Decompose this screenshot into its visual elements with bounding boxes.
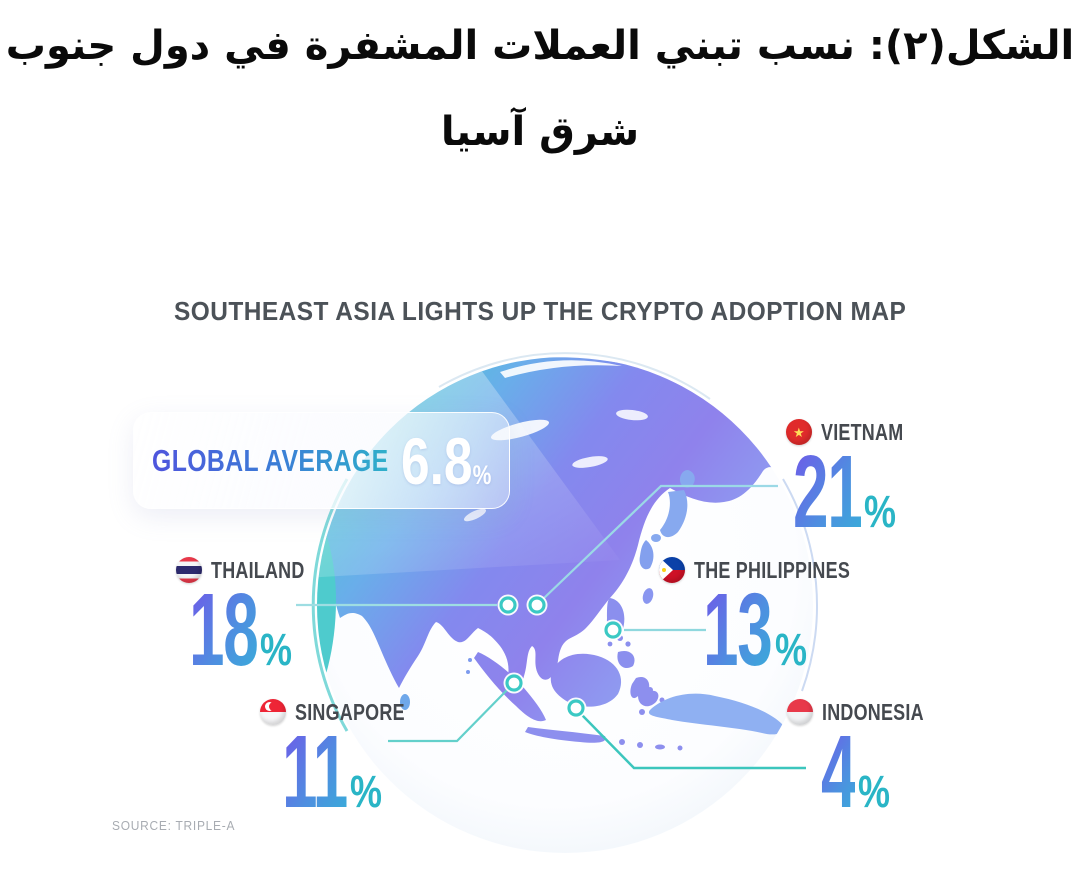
infographic-title-text: SOUTHEAST ASIA LIGHTS UP THE CRYPTO ADOP… <box>173 296 907 326</box>
country-value: 4 % <box>820 714 891 829</box>
connector-singapore <box>388 689 508 743</box>
country-name: THE PHILIPPINES <box>694 556 851 583</box>
vietnam-flag-icon: ★ <box>785 419 812 445</box>
marker-singapore <box>503 672 525 694</box>
country-value-number: 13 <box>703 572 773 687</box>
source-text: SOURCE: TRIPLE-A <box>112 818 236 833</box>
country-name: INDONESIA <box>822 698 924 725</box>
taiwan-island <box>642 588 654 604</box>
marker-thailand <box>497 594 519 616</box>
borneo-island <box>550 653 622 707</box>
country-value-percent: % <box>864 486 897 537</box>
indonesia-flag-icon <box>787 699 814 725</box>
country-value-percent: % <box>350 766 383 817</box>
marker-indonesia <box>565 697 587 719</box>
caption-line-2: شرق آسيا <box>440 109 640 155</box>
country-value-number: 11 <box>282 714 348 829</box>
connector-lines <box>296 484 806 770</box>
country-name: THAILAND <box>211 556 305 583</box>
country-header: INDONESIA <box>787 699 924 725</box>
infographic-title: SOUTHEAST ASIA LIGHTS UP THE CRYPTO ADOP… <box>0 296 1080 327</box>
andaman-islands <box>466 658 472 674</box>
country-value: 18 % <box>188 572 293 687</box>
marker-vietnam <box>526 594 548 616</box>
country-block-philippines: THE PHILIPPINES 13 % <box>640 557 870 686</box>
country-block-singapore: SINGAPORE 11 % <box>240 699 425 828</box>
country-block-thailand: THAILAND 18 % <box>148 557 333 686</box>
country-value-number: 21 <box>792 434 863 549</box>
thailand-flag-icon <box>176 557 203 583</box>
global-average-unit: % <box>472 459 491 490</box>
global-average-value: 6.8% <box>401 428 491 494</box>
country-value: 21 % <box>792 434 897 549</box>
country-value-number: 18 <box>188 572 259 687</box>
country-name: VIETNAM <box>820 418 904 445</box>
country-header: THAILAND <box>176 557 305 583</box>
map-markers <box>497 594 624 719</box>
country-value-percent: % <box>774 624 807 675</box>
caption-line-1: الشكل(٢): نسب تبني العملات المشفرة في دو… <box>5 23 1075 69</box>
country-header: SINGAPORE <box>260 699 405 725</box>
source-credit: SOURCE: TRIPLE-A <box>112 818 235 833</box>
global-average-card: GLOBAL AVERAGE 6.8% <box>133 412 510 509</box>
country-value: 11 % <box>282 714 383 829</box>
global-average-label: GLOBAL AVERAGE <box>152 442 389 478</box>
global-average-number: 6.8 <box>400 423 473 498</box>
country-value-percent: % <box>260 624 293 675</box>
java-island <box>525 727 683 751</box>
philippines-flag-icon <box>659 557 686 583</box>
country-value: 13 % <box>703 572 807 687</box>
connector-indonesia <box>581 714 806 770</box>
country-block-vietnam: ★ VIETNAM 21 % <box>752 419 937 548</box>
sri-lanka-island <box>400 694 410 710</box>
marker-philippines <box>602 619 624 641</box>
figure-caption: الشكل(٢): نسب تبني العملات المشفرة في دو… <box>0 0 1080 156</box>
new-guinea-island <box>648 693 784 735</box>
singapore-flag-icon <box>260 699 287 725</box>
country-header: ★ VIETNAM <box>785 418 904 445</box>
country-value-number: 4 <box>820 714 857 829</box>
country-value-percent: % <box>858 766 891 817</box>
japan-islands <box>651 470 695 542</box>
korea-peninsula <box>639 540 654 570</box>
country-block-indonesia: INDONESIA 4 % <box>763 699 948 828</box>
star-icon: ★ <box>793 424 805 440</box>
country-name: SINGAPORE <box>295 698 405 725</box>
country-header: THE PHILIPPINES <box>659 557 850 583</box>
connector-vietnam <box>542 484 778 600</box>
